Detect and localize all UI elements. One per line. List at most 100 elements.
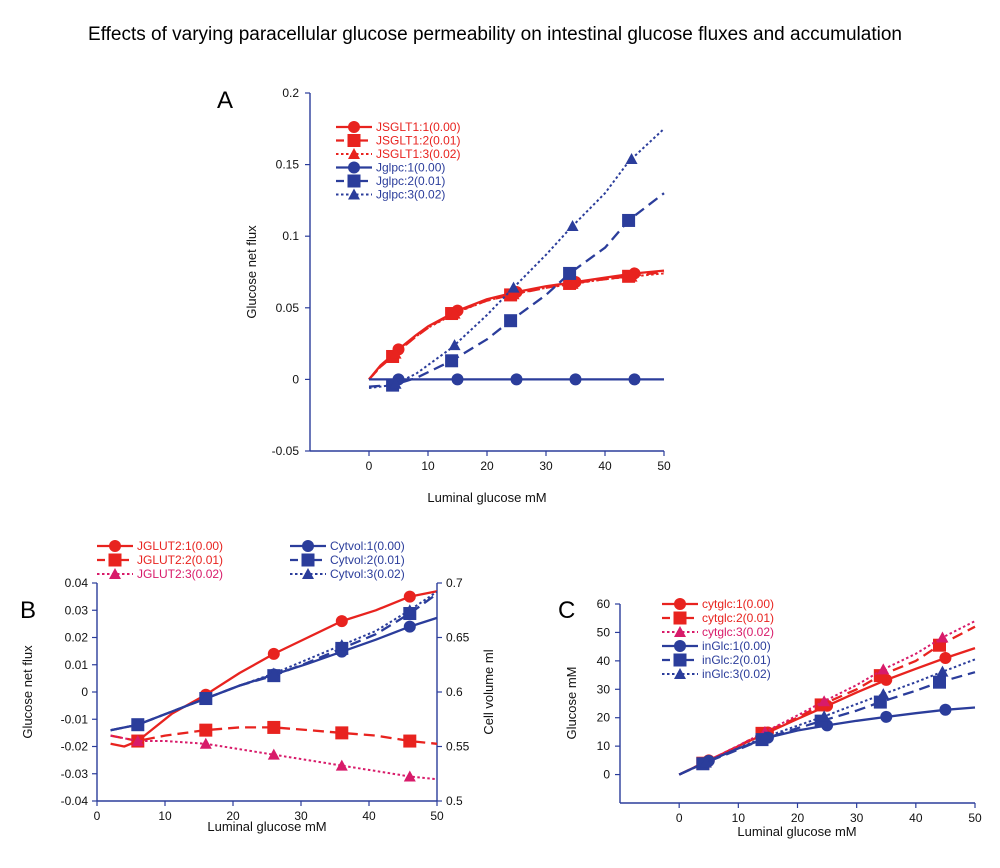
legend-label: Cytvol:2(0.01) — [330, 553, 405, 567]
series-JGLUT2:2(0.01) — [110, 720, 438, 748]
y-tick-label: 0.04 — [65, 576, 89, 590]
legend-marker — [348, 121, 360, 133]
data-point — [403, 734, 417, 748]
y-axis-label: Glucose mM — [564, 667, 579, 740]
legend-marker — [109, 568, 121, 579]
series-Cytvol:2(0.01) — [110, 592, 438, 732]
panel-c: C 0 10 20 30 40 50 0 10 20 30 40 50 60 Luminal glucose… — [558, 597, 982, 839]
y2-tick-label: 0.7 — [446, 576, 463, 590]
x-axis-label: Luminal glucose mM — [427, 490, 546, 505]
legend-label: Jglpc:3(0.02) — [376, 188, 445, 202]
y-tick-label: -0.02 — [61, 740, 89, 754]
y-tick-label: 0.03 — [65, 603, 89, 617]
x-tick-label: 50 — [657, 459, 671, 473]
legend-label: inGlc:1(0.00) — [702, 639, 771, 653]
x-axis-label: Luminal glucose mM — [207, 819, 326, 834]
y-tick-label: 0.01 — [65, 658, 89, 672]
legend-marker — [109, 540, 121, 552]
data-point — [880, 710, 893, 723]
x-tick-label: 50 — [968, 811, 982, 825]
legend-label: inGlc:3(0.02) — [702, 667, 771, 681]
x-tick-label: 30 — [850, 811, 864, 825]
legend-marker — [674, 640, 686, 652]
y2-tick-label: 0.65 — [446, 631, 470, 645]
data-point — [877, 663, 890, 675]
data-point — [566, 277, 579, 289]
data-point — [267, 667, 280, 679]
y-tick-label: 0.1 — [282, 229, 299, 243]
y-tick-label: 10 — [597, 739, 611, 753]
y-tick-label: -0.04 — [61, 794, 89, 808]
legend-marker — [347, 134, 361, 147]
legend-marker — [673, 653, 687, 667]
legend-label: Jglpc:1(0.00) — [376, 161, 445, 175]
series-inGlc:1(0.00) — [678, 703, 976, 776]
data-point — [699, 756, 712, 768]
legend-marker — [301, 553, 315, 567]
legend-label: JGLUT2:1(0.00) — [137, 539, 223, 553]
data-point — [758, 731, 771, 743]
data-point — [335, 726, 349, 740]
legend-marker — [348, 148, 360, 159]
y-tick-label: 0 — [292, 372, 299, 386]
data-point — [504, 314, 518, 328]
y-tick-label: 0.15 — [276, 158, 300, 172]
panel-a: A 0 10 20 30 40 50 -0.05 0 0.05 0.1 0.15 0.2 Luminal … — [217, 86, 671, 505]
x-tick-label: 10 — [158, 809, 172, 823]
y-tick-label: 50 — [597, 625, 611, 639]
data-point — [507, 281, 520, 293]
panel-label: B — [20, 597, 36, 624]
data-point — [622, 213, 636, 227]
panel-b: B 0 10 20 30 40 50 -0.04 -0.03 -0.02 -0.01 0 0.01 0.0… — [20, 539, 496, 834]
data-point — [131, 735, 144, 747]
legend-label: cytglc:1(0.00) — [702, 597, 774, 611]
figure-title: Effects of varying paracellular glucose … — [88, 24, 902, 45]
data-point — [389, 377, 402, 389]
x-tick-label: 20 — [791, 811, 805, 825]
panel-label: C — [558, 597, 575, 624]
data-point — [939, 652, 952, 665]
data-point — [267, 647, 280, 660]
series-inGlc:3(0.02) — [678, 658, 976, 776]
data-point — [625, 152, 638, 164]
data-point — [507, 288, 520, 300]
series-line — [110, 726, 438, 745]
legend-marker — [347, 174, 361, 188]
legend-label: cytglc:3(0.02) — [702, 625, 774, 639]
legend-marker — [674, 668, 686, 679]
data-point — [818, 710, 831, 722]
series-line — [110, 590, 438, 732]
x-axis-label: Luminal glucose mM — [737, 824, 856, 839]
y-tick-label: 0 — [603, 768, 610, 782]
data-point — [335, 759, 348, 771]
data-point — [445, 354, 459, 368]
data-point — [389, 347, 402, 359]
data-point — [335, 639, 348, 651]
x-tick-label: 40 — [909, 811, 923, 825]
y-tick-label: 0.02 — [65, 631, 89, 645]
data-point — [510, 373, 523, 386]
data-point — [199, 692, 212, 704]
legend-marker — [302, 540, 314, 552]
y2-tick-label: 0.6 — [446, 685, 463, 699]
data-point — [403, 604, 416, 616]
data-point — [199, 723, 213, 737]
data-point — [818, 695, 831, 707]
legend-label: JGLUT2:2(0.01) — [137, 553, 223, 567]
legend-label: cytglc:2(0.01) — [702, 611, 774, 625]
data-point — [403, 620, 416, 633]
y2-tick-label: 0.55 — [446, 740, 470, 754]
x-tick-label: 50 — [430, 809, 444, 823]
series-Cytvol:3(0.02) — [110, 590, 438, 732]
y-tick-label: 0 — [81, 685, 88, 699]
data-point — [936, 631, 949, 643]
data-point — [939, 703, 952, 716]
y-tick-label: 60 — [597, 597, 611, 611]
data-point — [566, 220, 579, 232]
data-point — [448, 339, 461, 351]
panel-label: A — [217, 87, 233, 114]
legend-label: JSGLT1:1(0.00) — [376, 120, 460, 134]
x-tick-label: 0 — [366, 459, 373, 473]
x-tick-label: 10 — [421, 459, 435, 473]
